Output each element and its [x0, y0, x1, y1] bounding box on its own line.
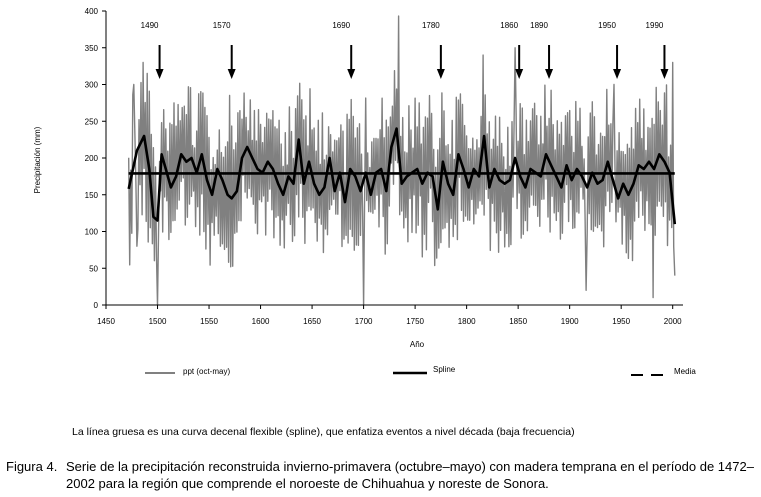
- arrow-head: [545, 69, 554, 79]
- x-tick-label: 2000: [664, 317, 682, 326]
- arrow-head: [347, 69, 356, 79]
- ppt-series: [128, 15, 676, 306]
- figure-caption: Figura 4. Serie de la precipitación recon…: [6, 458, 758, 492]
- event-label: 1780: [422, 21, 440, 30]
- x-tick-label: 1850: [509, 317, 527, 326]
- event-label: 1490: [141, 21, 159, 30]
- event-arrow: 1780: [422, 21, 445, 79]
- event-arrow: 1570: [213, 21, 236, 79]
- event-label: 1890: [530, 21, 548, 30]
- caption-text: Serie de la precipitación reconstruida i…: [66, 459, 754, 491]
- event-arrow: 1860: [500, 21, 524, 79]
- y-tick-label: 50: [89, 264, 98, 273]
- y-tick-label: 200: [85, 154, 99, 163]
- y-axis-label: Precipitación (mm): [33, 126, 42, 193]
- arrow-head: [227, 69, 236, 79]
- legend: ppt (oct-may) Spline Media: [145, 365, 696, 376]
- legend-media-label: Media: [674, 367, 696, 376]
- event-annotations: 1490 1570 1690 1780 1860 1890 1950 1990: [141, 21, 669, 79]
- event-arrow: 1490: [141, 21, 164, 79]
- x-tick-label: 1600: [252, 317, 270, 326]
- y-tick-label: 300: [85, 81, 99, 90]
- legend-spline: Spline: [393, 365, 456, 375]
- y-tick-label: 150: [85, 191, 99, 200]
- legend-media: Media: [631, 367, 696, 376]
- y-tick-label: 250: [85, 117, 99, 126]
- x-axis-label: Año: [410, 340, 425, 349]
- caption-label: Figura 4.: [6, 459, 58, 474]
- y-tick-label: 100: [85, 228, 99, 237]
- event-arrow: 1950: [598, 21, 622, 79]
- x-tick-label: 1650: [303, 317, 321, 326]
- event-label: 1570: [213, 21, 231, 30]
- axes: 0 50 100 150 200 250 300 350 400 1450 1500 1550 1600…: [85, 7, 683, 326]
- arrow-head: [515, 69, 524, 79]
- event-label: 1860: [500, 21, 518, 30]
- x-tick-label: 1550: [200, 317, 218, 326]
- ppt-line: [128, 15, 676, 306]
- event-label: 1950: [598, 21, 616, 30]
- event-arrow: 1690: [332, 21, 356, 79]
- chart-note: La línea gruesa es una curva decenal fle…: [72, 426, 575, 438]
- x-tick-label: 1750: [406, 317, 424, 326]
- y-tick-label: 350: [85, 44, 99, 53]
- spline-series: [127, 127, 677, 225]
- legend-ppt-label: ppt (oct-may): [183, 367, 230, 376]
- arrow-head: [155, 69, 164, 79]
- spline-line: [127, 127, 677, 225]
- arrow-head: [613, 69, 622, 79]
- y-tick-label: 0: [94, 301, 99, 310]
- event-label: 1990: [646, 21, 664, 30]
- legend-ppt: ppt (oct-may): [145, 367, 230, 376]
- legend-spline-label: Spline: [433, 365, 456, 374]
- event-arrow: 1990: [646, 21, 669, 79]
- x-tick-label: 1800: [458, 317, 476, 326]
- precipitation-chart: 0 50 100 150 200 250 300 350 400 1450 1500 1550 1600…: [33, 7, 696, 376]
- x-tick-label: 1700: [355, 317, 373, 326]
- x-tick-label: 1500: [149, 317, 167, 326]
- arrow-head: [660, 69, 669, 79]
- event-label: 1690: [332, 21, 350, 30]
- x-tick-label: 1950: [612, 317, 630, 326]
- event-arrow: 1890: [530, 21, 554, 79]
- x-tick-label: 1900: [561, 317, 579, 326]
- x-tick-label: 1450: [97, 317, 115, 326]
- arrow-head: [436, 69, 445, 79]
- y-tick-label: 400: [85, 7, 99, 16]
